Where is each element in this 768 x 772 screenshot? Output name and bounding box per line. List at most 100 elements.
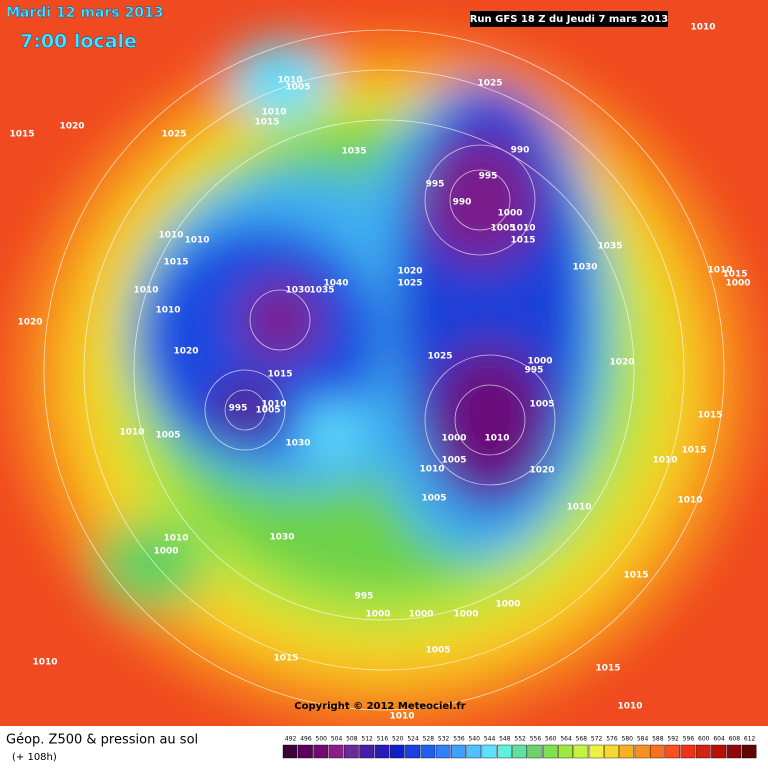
isobar-label: 1015 — [273, 654, 298, 664]
isobar-label: 1020 — [17, 318, 42, 328]
map-time: 7:00 locale — [20, 31, 137, 53]
isobar-label: 1010 — [133, 286, 158, 296]
isobar-label: 1000 — [408, 610, 433, 620]
colorbar-swatch — [726, 744, 742, 759]
isobar-label: 1025 — [427, 352, 452, 362]
colorbar-label: 592 — [667, 736, 679, 743]
colorbar-swatch — [741, 744, 757, 759]
colorbar-label: 580 — [622, 736, 634, 743]
isobar-label: 1010 — [119, 428, 144, 438]
isobar-label: 1015 — [595, 664, 620, 674]
colorbar-label: 564 — [560, 736, 572, 743]
isobar-label: 1010 — [690, 23, 715, 33]
isobar-label: 1000 — [725, 279, 750, 289]
colorbar-swatch — [451, 744, 466, 759]
colorbar-label: 608 — [729, 736, 741, 743]
isobar-label: 1030 — [269, 533, 294, 543]
isobar-label: 1025 — [397, 279, 422, 289]
colorbar: 492 496 500 504 508 512 516 520 524 528 532 536 540 5… — [282, 736, 757, 759]
isobar-label: 1015 — [510, 236, 535, 246]
colorbar-label: 512 — [361, 736, 373, 743]
colorbar-label: 576 — [606, 736, 618, 743]
colorbar-swatch — [282, 744, 298, 759]
colorbar-swatch — [420, 744, 436, 759]
isobar-label: 1020 — [173, 347, 198, 357]
isobar-label: 1010 — [566, 503, 591, 513]
isobar-label: 1010 — [158, 231, 183, 241]
legend-lead: (+ 108h) — [12, 752, 57, 763]
isobar-label: 1040 — [323, 279, 348, 289]
colorbar-swatch — [389, 744, 405, 759]
field — [14, 35, 754, 725]
colorbar-label: 600 — [698, 736, 710, 743]
colorbar-label: 596 — [683, 736, 695, 743]
colorbar-swatch — [512, 744, 528, 759]
isobar-label: 1010 — [389, 712, 414, 722]
isobar-label: 1010 — [184, 236, 209, 246]
isobar-label: 1010 — [32, 658, 57, 668]
isobar-label: 990 — [511, 146, 530, 156]
isobar-label: 1005 — [285, 83, 310, 93]
map-title: Mardi 12 mars 2013 — [6, 5, 163, 21]
colorbar-label: 500 — [316, 736, 328, 743]
colorbar-swatch — [558, 744, 573, 759]
isobar-label: 1025 — [477, 79, 502, 89]
colorbar-label: 536 — [453, 736, 465, 743]
colorbar-swatch — [313, 744, 329, 759]
isobar-label: 1010 — [419, 465, 444, 475]
isobar-label: 1000 — [441, 434, 466, 444]
isobar-label: 1015 — [697, 411, 722, 421]
colorbar-label: 548 — [499, 736, 511, 743]
isobar-label: 995 — [229, 404, 248, 414]
isobar-label: 1015 — [9, 130, 34, 140]
isobar-label: 1010 — [261, 108, 286, 118]
colorbar-label: 524 — [407, 736, 419, 743]
isobar-label: 1030 — [285, 286, 310, 296]
colorbar-swatch — [650, 744, 665, 759]
isobar-label: 1020 — [529, 466, 554, 476]
isobar-label: 1005 — [529, 400, 554, 410]
isobar-label: 1010 — [277, 76, 302, 86]
isobar-label: 1010 — [652, 456, 677, 466]
isobar-label: 1005 — [421, 494, 446, 504]
colorbar-label: 516 — [377, 736, 389, 743]
colorbar-label: 544 — [484, 736, 496, 743]
colorbar-label: 520 — [392, 736, 404, 743]
colorbar-swatch — [374, 744, 390, 759]
isobar-label: 995 — [355, 592, 374, 602]
colorbar-swatch — [604, 744, 619, 759]
isobar-label: 1010 — [155, 306, 180, 316]
colorbar-label: 588 — [652, 736, 664, 743]
isobars — [43, 29, 725, 711]
isobar-label: 995 — [525, 366, 544, 376]
colorbar-label: 508 — [346, 736, 358, 743]
isobar-label: 1025 — [161, 130, 186, 140]
colorbar-swatch — [634, 744, 650, 759]
isobar-label: 1030 — [285, 439, 310, 449]
copyright: Copyright © 2012 Meteociel.fr — [294, 701, 465, 712]
colorbar-swatch — [527, 744, 543, 759]
colorbar-swatch — [359, 744, 375, 759]
isobar-label: 1010 — [484, 434, 509, 444]
colorbar-swatch — [665, 744, 681, 759]
isobar-label: 1000 — [365, 610, 390, 620]
colorbar-label: 528 — [423, 736, 435, 743]
colorbar-label: 540 — [469, 736, 481, 743]
colorbar-swatch — [344, 744, 359, 759]
isobar-label: 1000 — [453, 610, 478, 620]
colorbar-swatch — [497, 744, 512, 759]
isobar-label: 1035 — [341, 147, 366, 157]
colorbar-label: 496 — [300, 736, 312, 743]
isobar-label: 1005 — [425, 646, 450, 656]
colorbar-swatch — [542, 744, 558, 759]
colorbar-label: 584 — [637, 736, 649, 743]
isobar-label: 1020 — [59, 122, 84, 132]
colorbar-label: 612 — [744, 736, 756, 743]
isobar-label: 1005 — [155, 431, 180, 441]
colorbar-swatch — [405, 744, 420, 759]
isobar-label: 990 — [453, 198, 472, 208]
isobar-label: 1015 — [722, 270, 747, 280]
isobar-label: 1035 — [597, 242, 622, 252]
